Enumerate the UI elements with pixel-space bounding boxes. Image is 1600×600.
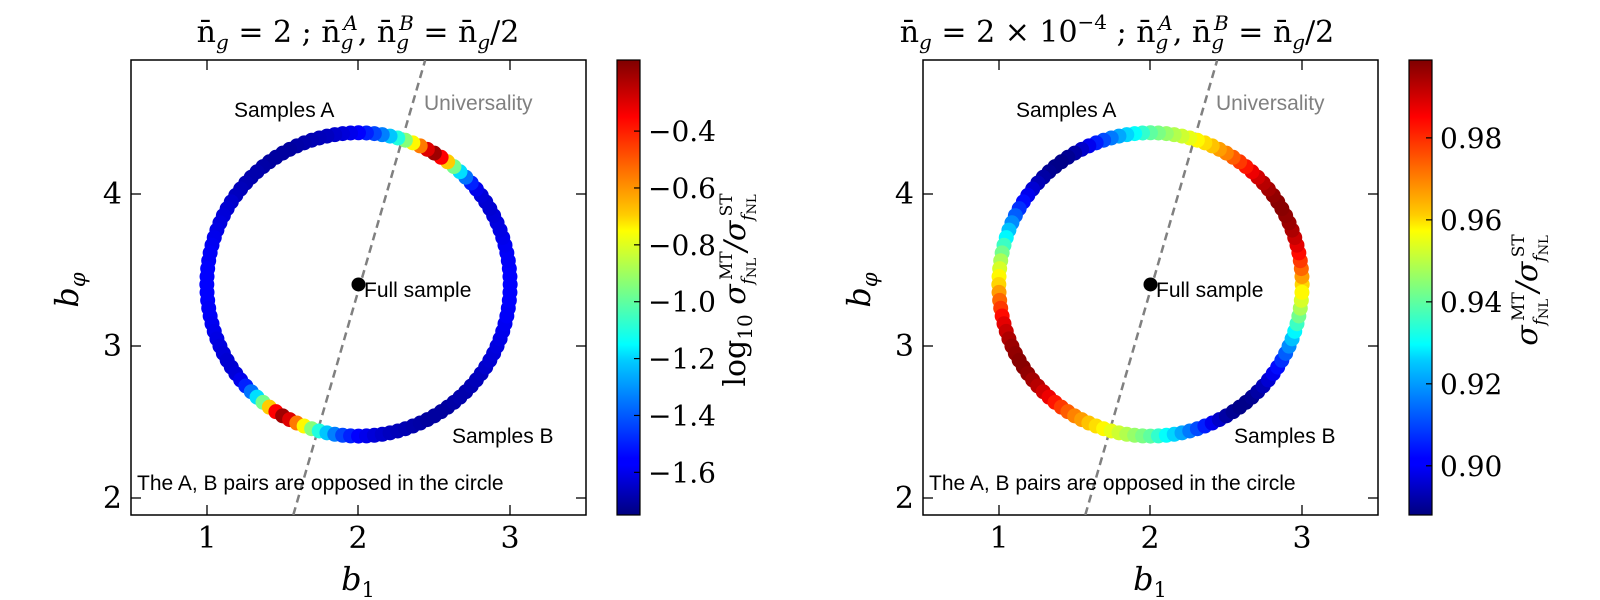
scatter-point bbox=[502, 284, 518, 300]
panel-1-y-ticks: 2 3 4 bbox=[103, 177, 586, 516]
panel-1-universality-label: Universality bbox=[424, 92, 533, 115]
panel-2-full-sample-point bbox=[1143, 277, 1158, 292]
panel-2-title: n̄g = 2 × 10−4 ; n̄gA, n̄gB = n̄g/2 bbox=[900, 10, 1335, 54]
colorbar-tick-label: 0.92 bbox=[1440, 368, 1502, 401]
panel-1-colorbar-gradient bbox=[617, 60, 640, 515]
colorbar-tick-label: −1.6 bbox=[648, 456, 716, 489]
colorbar-tick-label: −0.4 bbox=[648, 115, 716, 148]
panel-1-samples-a-label: Samples A bbox=[234, 99, 334, 122]
panel-1-full-sample-point bbox=[351, 277, 366, 292]
panel-1-x-axis-label: b1 bbox=[341, 560, 375, 600]
colorbar-tick-label: −1.2 bbox=[648, 343, 716, 376]
panel-1-title: n̄g = 2 ; n̄gA, n̄gB = n̄g/2 bbox=[197, 11, 520, 54]
panel-1-colorbar-frame bbox=[616, 59, 641, 516]
y-tick-label-2: 2 bbox=[103, 481, 122, 516]
panel-1-note: The A, B pairs are opposed in the circle bbox=[137, 472, 504, 495]
x-tick-label-1: 1 bbox=[989, 521, 1008, 556]
x-tick-label-3: 3 bbox=[1292, 521, 1311, 556]
y-tick-label-4: 4 bbox=[103, 177, 122, 212]
colorbar-tick-label: −0.8 bbox=[648, 229, 716, 262]
panel-2-y-axis-label: bφ bbox=[840, 272, 882, 307]
panel-1-colorbar-label: log10 σfNLMT/σfNLST bbox=[717, 193, 760, 387]
scatter-point bbox=[1294, 284, 1310, 300]
panel-2-x-axis-label: b1 bbox=[1133, 560, 1167, 600]
panel-1-full-sample-label: Full sample bbox=[364, 279, 471, 302]
x-tick-label-2: 2 bbox=[1140, 521, 1159, 556]
colorbar-tick-label: 0.98 bbox=[1440, 122, 1502, 155]
panel-2-colorbar-gradient bbox=[1409, 60, 1432, 515]
panel-1-colorbar: −1.6 −1.4 −1.2 −1.0 −0.8 −0.6 −0.4 log10 σfNLM… bbox=[616, 59, 760, 516]
panel-1-points bbox=[199, 125, 518, 444]
colorbar-tick-label: −1.4 bbox=[648, 399, 716, 432]
panel-2-points bbox=[991, 125, 1310, 444]
x-tick-label-2: 2 bbox=[348, 521, 367, 556]
colorbar-tick-label: −1.0 bbox=[648, 286, 716, 319]
y-tick-label-3: 3 bbox=[103, 329, 122, 364]
panel-2-x-ticks: 1 2 3 bbox=[989, 60, 1312, 556]
colorbar-tick-label: 0.90 bbox=[1440, 450, 1502, 483]
y-tick-label-3: 3 bbox=[895, 329, 914, 364]
x-tick-label-1: 1 bbox=[197, 521, 216, 556]
panel-2: n̄g = 2 × 10−4 ; n̄gA, n̄gB = n̄g/2 1 2 … bbox=[840, 10, 1552, 600]
panel-2-samples-b-label: Samples B bbox=[1234, 425, 1336, 448]
x-tick-label-3: 3 bbox=[500, 521, 519, 556]
colorbar-tick-label: 0.94 bbox=[1440, 286, 1502, 319]
panel-2-full-sample-label: Full sample bbox=[1156, 279, 1263, 302]
panel-2-colorbar-frame bbox=[1408, 59, 1433, 516]
panel-2-note: The A, B pairs are opposed in the circle bbox=[929, 472, 1296, 495]
panel-2-colorbar: 0.90 0.92 0.94 0.96 0.98 σfNLMT/σfNLST bbox=[1408, 59, 1552, 516]
panel-2-universality-label: Universality bbox=[1216, 92, 1325, 115]
y-tick-label-4: 4 bbox=[895, 177, 914, 212]
y-tick-label-2: 2 bbox=[895, 481, 914, 516]
colorbar-tick-label: 0.96 bbox=[1440, 204, 1502, 237]
panel-1: n̄g = 2 ; n̄gA, n̄gB = n̄g/2 1 2 3 2 3 4… bbox=[48, 11, 760, 600]
panel-2-colorbar-label: σfNLMT/σfNLST bbox=[1509, 234, 1552, 346]
panel-1-y-axis-label: bφ bbox=[48, 272, 90, 307]
panel-1-x-ticks: 1 2 3 bbox=[197, 60, 520, 556]
panel-1-samples-b-label: Samples B bbox=[452, 425, 554, 448]
colorbar-tick-label: −0.6 bbox=[648, 172, 716, 205]
panel-2-y-ticks: 2 3 4 bbox=[895, 177, 1378, 516]
panel-2-colorbar-ticks: 0.90 0.92 0.94 0.96 0.98 bbox=[1426, 122, 1502, 483]
panel-2-samples-a-label: Samples A bbox=[1016, 99, 1116, 122]
panel-1-colorbar-ticks: −1.6 −1.4 −1.2 −1.0 −0.8 −0.6 −0.4 bbox=[634, 115, 716, 489]
